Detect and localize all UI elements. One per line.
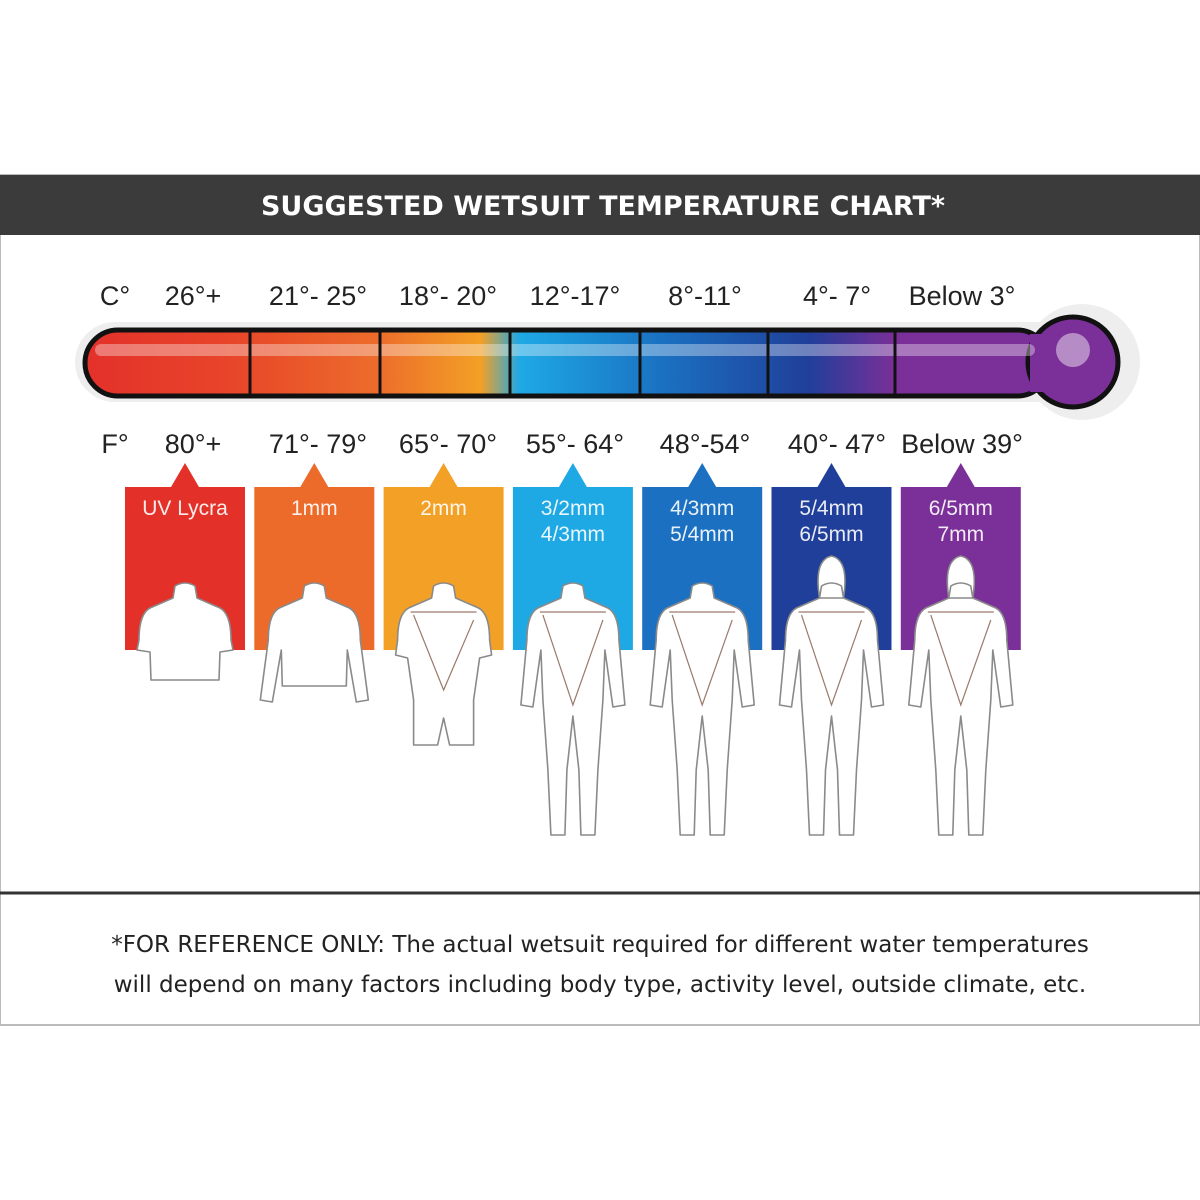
fahrenheit-range: 71°- 79°: [269, 429, 367, 459]
suit-thickness-label: 7mm: [937, 523, 984, 546]
celsius-range: 12°-17°: [530, 281, 621, 311]
suit-thickness-label: 2mm: [420, 497, 467, 520]
celsius-range: Below 3°: [909, 281, 1016, 311]
suit-thickness-label: 3/2mm: [541, 497, 605, 520]
celsius-range: 4°- 7°: [803, 281, 871, 311]
suit-thickness-label: 5/4mm: [670, 523, 734, 546]
suit-color-box: [383, 463, 504, 650]
long-sleeve-top-icon: [259, 582, 370, 703]
suit-card-1: 1mm: [254, 463, 375, 703]
suit-seam-icon: [539, 611, 606, 707]
fahrenheit-range: 80°+: [165, 429, 222, 459]
fullsuit-icon: [649, 582, 755, 836]
suit-card-5: 5/4mm 6/5mm: [771, 463, 892, 836]
fahrenheit-range: 55°- 64°: [526, 429, 624, 459]
suit-card-6: 6/5mm 7mm: [900, 463, 1021, 836]
suit-seam-icon: [669, 611, 736, 707]
suit-color-box: [125, 463, 245, 650]
fahrenheit-range: 65°- 70°: [399, 429, 497, 459]
footnote-line-1: *FOR REFERENCE ONLY: The actual wetsuit …: [111, 932, 1089, 958]
celsius-range: 18°- 20°: [399, 281, 497, 311]
fahrenheit-unit: F°: [101, 429, 128, 459]
fahrenheit-range: 48°-54°: [660, 429, 751, 459]
suit-thickness-label: 6/5mm: [799, 523, 863, 546]
suit-card-4: 4/3mm 5/4mm: [642, 463, 763, 836]
chart-title: SUGGESTED WETSUIT TEMPERATURE CHART*: [261, 191, 945, 222]
suit-thickness-label: 4/3mm: [670, 497, 734, 520]
suit-thickness-label: 5/4mm: [799, 497, 863, 520]
thermometer: [75, 304, 1140, 421]
suit-card-3: 3/2mm 4/3mm: [512, 463, 633, 836]
suit-card-2: 2mm: [383, 463, 504, 746]
suit-color-box: [642, 463, 763, 650]
suit-seam-icon: [798, 611, 865, 707]
fullsuit-icon: [520, 582, 626, 836]
suit-thickness-label: UV Lycra: [142, 497, 228, 520]
suit-thickness-label: 1mm: [291, 497, 338, 520]
footnote-line-2: will depend on many factors including bo…: [114, 972, 1087, 998]
celsius-range: 8°-11°: [668, 281, 742, 311]
springsuit-icon: [394, 582, 493, 746]
suit-thickness-label: 6/5mm: [929, 497, 993, 520]
suit-card-0: UV Lycra: [125, 463, 245, 681]
fahrenheit-range: Below 39°: [901, 429, 1023, 459]
suit-seam-icon: [927, 611, 994, 707]
suit-color-box: [254, 463, 375, 650]
suit-seam-icon: [410, 611, 477, 692]
celsius-unit: C°: [100, 281, 130, 311]
rash-vest-short-sleeve-icon: [136, 582, 234, 681]
title-bar: [0, 175, 1200, 235]
celsius-range: 21°- 25°: [269, 281, 367, 311]
suit-color-box: [512, 463, 633, 650]
suit-thickness-label: 4/3mm: [541, 523, 605, 546]
fahrenheit-range: 40°- 47°: [788, 429, 886, 459]
celsius-range: 26°+: [165, 281, 222, 311]
